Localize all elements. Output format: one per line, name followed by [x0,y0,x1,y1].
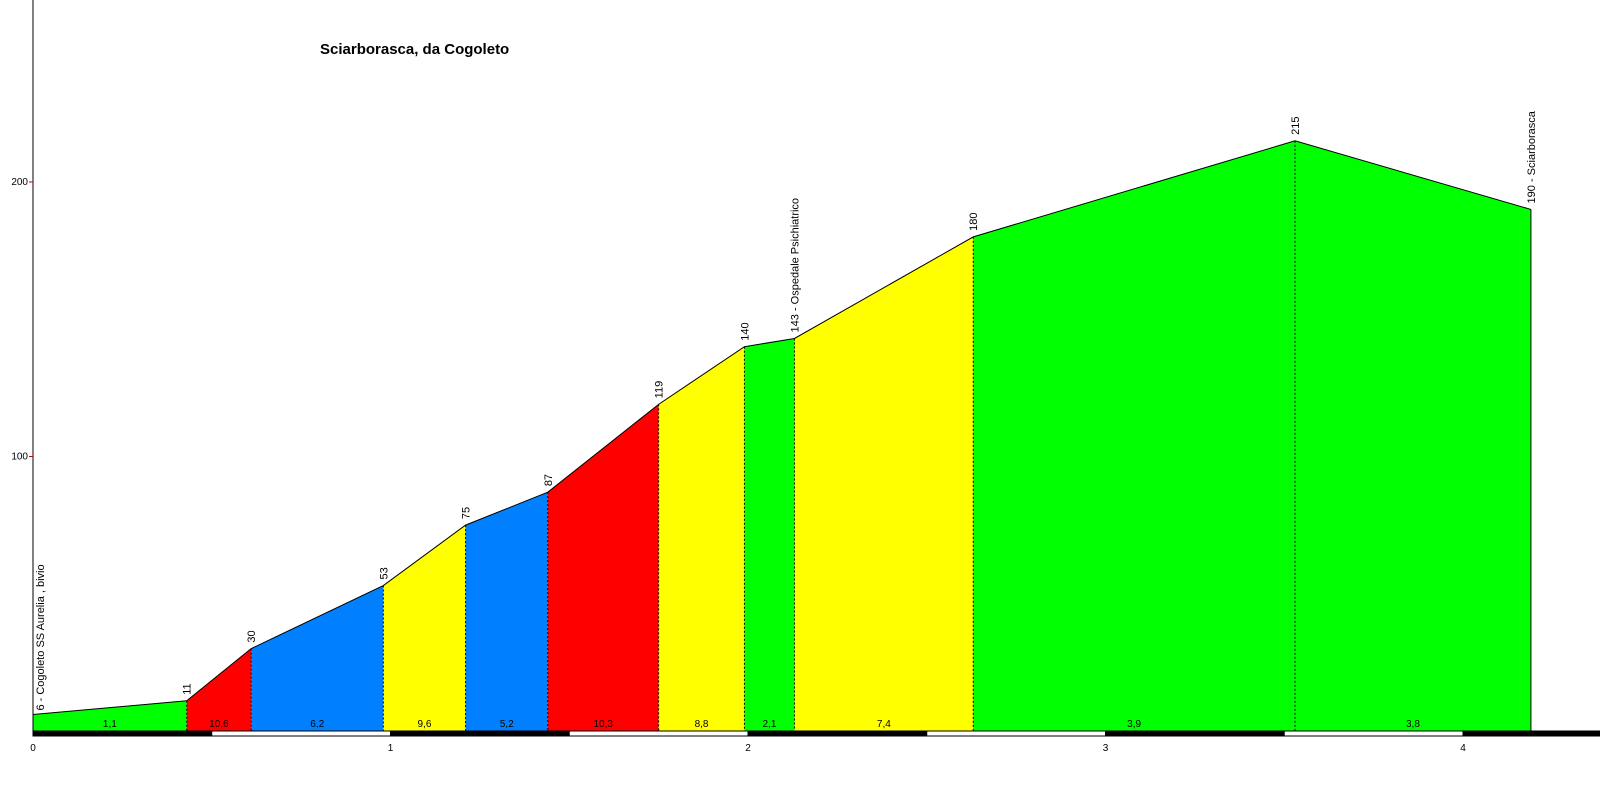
gradient-segments [32,140,1532,731]
x-scale-bar [1462,730,1600,737]
segment-gradient-label: 9,6 [418,719,432,730]
segment-gradient-label: 10,6 [209,719,229,730]
x-scale-bar [1283,730,1464,737]
segment-gradient-label: 10,3 [593,719,613,730]
segment-gradient-label: 8,8 [695,719,709,730]
gradient-segment [251,585,384,731]
x-tick-label: 4 [1460,743,1466,754]
x-tick-label: 2 [745,743,751,754]
y-tick-label: 200 [11,177,28,188]
segment-gradient-label: 6,2 [310,719,324,730]
altitude-label: 180 [968,213,980,231]
altitude-label: 119 [654,381,666,399]
profile-line [32,140,1532,716]
segment-gradient-label: 2,1 [762,719,776,730]
x-scale-bar [211,730,391,737]
altitude-label: 190 - Sciarborasca [1526,110,1538,203]
gradient-segment [383,525,466,731]
gradient-segment [186,648,252,731]
altitude-label: 215 [1290,116,1302,134]
x-scale-bar [390,730,570,737]
gradient-segment [658,346,745,731]
x-tick-label: 1 [388,743,394,754]
gradient-segment [33,700,187,731]
segment-gradient-label: 3,9 [1127,719,1141,730]
y-tick-label: 100 [11,452,28,463]
gradient-segment [465,492,548,731]
chart-axes: 100 200 0 1 2 3 4 [11,0,1600,754]
altitude-label: 140 [739,322,751,340]
altitude-label: 6 - Cogoleto SS Aurelia , bivio [35,564,47,710]
segment-gradient-label: 7,4 [877,719,891,730]
altitude-label: 143 - Ospedale Psichiatrico [789,198,801,333]
chart-title: Sciarborasca, da Cogoleto [320,41,509,58]
segment-gradient-label: 1,1 [103,719,117,730]
x-scale-bar [747,730,928,737]
segment-gradient-label: 3,8 [1406,719,1420,730]
altitude-label: 30 [246,630,258,642]
x-scale-bar [1105,730,1285,737]
altitude-label: 53 [378,567,390,579]
x-tick-label: 0 [30,743,36,754]
x-scale-bar [568,730,749,737]
gradient-segment [547,404,659,731]
altitude-label: 11 [182,683,194,694]
segment-gradient-label: 5,2 [500,719,514,730]
x-scale-bar [926,730,1106,737]
gradient-segment [794,236,974,731]
x-tick-label: 3 [1103,743,1109,754]
gradient-segment [744,338,795,731]
x-scale-bar [32,730,213,737]
chart-labels: 1,1 10,6 6,2 9,6 5,2 10,3 8,8 2,1 7,4 3,9 3,8 6 - C… [35,110,1538,730]
gradient-segment [1294,140,1531,731]
gradient-segment [973,140,1295,731]
altitude-label: 75 [461,507,473,519]
altitude-label: 87 [543,474,555,486]
